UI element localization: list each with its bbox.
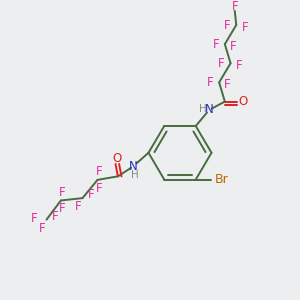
Text: Br: Br — [214, 173, 228, 186]
Text: F: F — [236, 59, 243, 72]
Text: F: F — [242, 21, 249, 34]
Text: F: F — [231, 0, 238, 13]
Text: F: F — [224, 78, 231, 91]
Text: F: F — [96, 165, 102, 178]
Text: O: O — [238, 95, 248, 108]
Text: F: F — [96, 182, 102, 195]
Text: N: N — [129, 160, 138, 172]
Text: F: F — [224, 19, 231, 32]
Text: F: F — [39, 222, 45, 235]
Text: F: F — [31, 212, 37, 225]
Text: F: F — [59, 186, 66, 199]
Text: O: O — [112, 152, 122, 165]
Text: H: H — [199, 103, 206, 114]
Text: F: F — [212, 38, 219, 51]
Text: F: F — [59, 202, 66, 215]
Text: F: F — [88, 188, 95, 201]
Text: N: N — [205, 103, 214, 116]
Text: F: F — [230, 40, 237, 53]
Text: H: H — [131, 170, 139, 180]
Text: F: F — [218, 57, 225, 70]
Text: F: F — [75, 200, 81, 214]
Text: F: F — [207, 76, 214, 89]
Text: F: F — [52, 210, 59, 223]
